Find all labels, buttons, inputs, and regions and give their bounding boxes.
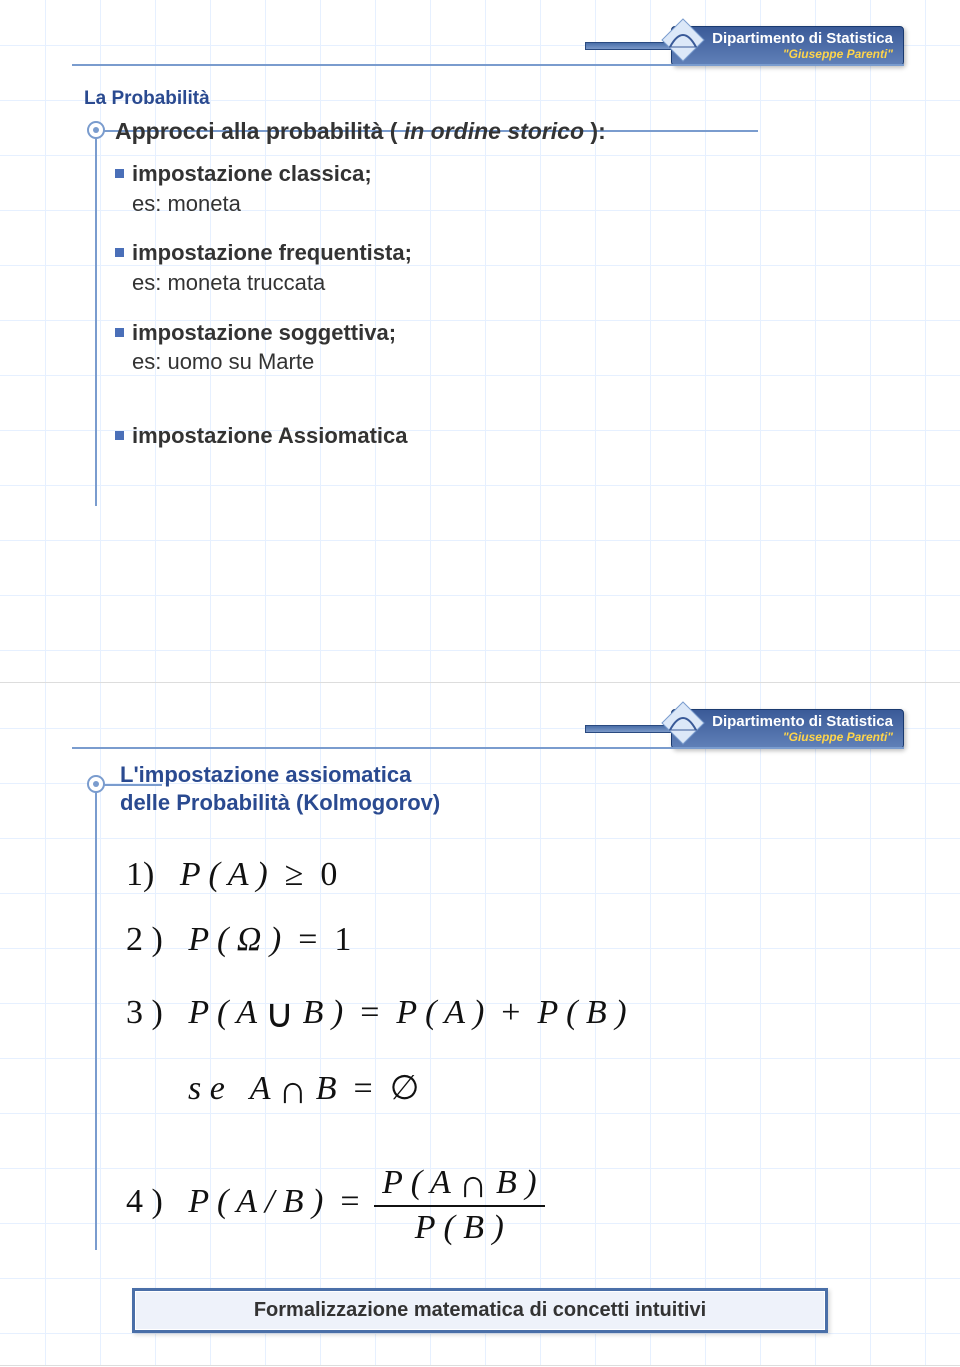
ax1-op: ≥ [285, 856, 304, 893]
bullet-text: impostazione soggettiva; [132, 318, 396, 348]
section-title: La Probabilità [84, 88, 210, 110]
dept-badge: Dipartimento di Statistica "Giuseppe Par… [585, 26, 904, 66]
heading-italic: in ordine storico [404, 118, 584, 144]
footer-text: Formalizzazione matematica di concetti i… [254, 1299, 706, 1321]
ax2-rhs: 1 [334, 921, 351, 958]
header-rule [72, 747, 904, 749]
ax3-lhs-l: P ( A [188, 994, 256, 1031]
ax4-lhs: P ( A / B ) [188, 1183, 323, 1220]
bullet-group-axiom: impostazione Assiomatica [115, 421, 840, 451]
bullet-axiom: impostazione Assiomatica [115, 421, 840, 451]
bullet-1-sub: es: moneta [132, 189, 840, 219]
bullet-group-3: impostazione soggettiva; es: uomo su Mar… [115, 318, 840, 377]
statistics-logo-icon [660, 700, 706, 746]
bullet-group-2: impostazione frequentista; es: moneta tr… [115, 238, 840, 297]
dept-badge: Dipartimento di Statistica "Giuseppe Par… [585, 709, 904, 749]
corner-dot-icon [87, 121, 105, 139]
slide-1: Dipartimento di Statistica "Giuseppe Par… [0, 0, 960, 683]
ax1-lhs: P ( A ) [180, 856, 268, 893]
empty-set-icon: ∅ [390, 1070, 420, 1107]
ax3-eq: = [360, 994, 379, 1031]
bullet-1: impostazione classica; [115, 159, 840, 189]
bullet-3-sub: es: uomo su Marte [132, 347, 840, 377]
section-vline [95, 790, 97, 1250]
ax4-eq: = [340, 1183, 359, 1220]
header-rule [72, 64, 904, 66]
intersection-icon: ∩ [278, 1067, 307, 1112]
ax3-lhs-r: B ) [303, 994, 344, 1031]
section-vline [95, 136, 97, 506]
bullet-text: impostazione classica; [132, 159, 372, 189]
ax2-op: = [298, 921, 317, 958]
axiom-1: 1) P ( A ) ≥ 0 [126, 843, 627, 908]
ax3-rhs: P ( B ) [537, 994, 626, 1031]
ax3c-r: B [316, 1070, 337, 1107]
math-block: 1) P ( A ) ≥ 0 2 ) P ( Ω ) = 1 3 ) P ( A… [126, 843, 627, 1251]
statistics-logo-icon [660, 17, 706, 63]
num-l: P ( A [382, 1164, 450, 1201]
bullet-3: impostazione soggettiva; [115, 318, 840, 348]
bullet-icon [115, 169, 124, 178]
union-icon: ∪ [265, 991, 294, 1036]
title-line-1: L'impostazione assiomatica [120, 761, 440, 789]
footer-callout: Formalizzazione matematica di concetti i… [132, 1288, 828, 1333]
ax3c-l: A [250, 1070, 270, 1107]
axiom-2: 2 ) P ( Ω ) = 1 [126, 908, 627, 973]
content-heading: Approcci alla probabilità ( in ordine st… [115, 118, 840, 159]
slide-title: L'impostazione assiomatica delle Probabi… [120, 761, 440, 816]
ax3-mid: P ( A ) [396, 994, 484, 1031]
slide-2: Dipartimento di Statistica "Giuseppe Par… [0, 683, 960, 1366]
num-r: B ) [496, 1164, 537, 1201]
bullet-icon [115, 248, 124, 257]
heading-prefix: Approcci alla probabilità ( [115, 118, 404, 144]
ax3c-se: s e [188, 1070, 225, 1107]
fraction: P ( A ∩ B ) P ( B ) [374, 1156, 545, 1249]
ax1-num: 1) [126, 856, 154, 893]
frac-denominator: P ( B ) [374, 1208, 545, 1249]
ax3-num: 3 ) [126, 994, 163, 1031]
ax4-num: 4 ) [126, 1183, 163, 1220]
frac-numerator: P ( A ∩ B ) [374, 1156, 545, 1204]
bullet-icon [115, 431, 124, 440]
ax1-rhs: 0 [320, 856, 337, 893]
bullet-icon [115, 328, 124, 337]
ax2-lhs: P ( Ω ) [188, 921, 281, 958]
corner-dot-icon [87, 775, 105, 793]
ax3-plus: + [501, 994, 520, 1031]
ax3c-eq: = [354, 1070, 373, 1107]
badge-subtitle: "Giuseppe Parenti" [712, 731, 893, 744]
axiom-4: 4 ) P ( A / B ) = P ( A ∩ B ) P ( B ) [126, 1158, 627, 1251]
badge-subtitle: "Giuseppe Parenti" [712, 48, 893, 61]
heading-suffix: ): [584, 118, 606, 144]
axiom-3: 3 ) P ( A ∪ B ) = P ( A ) + P ( B ) [126, 972, 627, 1048]
bullet-text: impostazione frequentista; [132, 238, 412, 268]
ax2-num: 2 ) [126, 921, 163, 958]
badge-title: Dipartimento di Statistica [712, 714, 893, 731]
axiom-3-cond: s e A ∩ B = ∅ [126, 1048, 627, 1124]
bullet-2: impostazione frequentista; [115, 238, 840, 268]
bullet-2-sub: es: moneta truccata [132, 268, 840, 298]
title-line-2: delle Probabilità (Kolmogorov) [120, 789, 440, 817]
slide-content: Approcci alla probabilità ( in ordine st… [115, 118, 840, 471]
bullet-text: impostazione Assiomatica [132, 421, 407, 451]
badge-body: Dipartimento di Statistica "Giuseppe Par… [671, 26, 904, 66]
bullet-group-1: impostazione classica; es: moneta [115, 159, 840, 218]
badge-title: Dipartimento di Statistica [712, 31, 893, 48]
badge-body: Dipartimento di Statistica "Giuseppe Par… [671, 709, 904, 749]
intersection-icon: ∩ [459, 1161, 488, 1206]
